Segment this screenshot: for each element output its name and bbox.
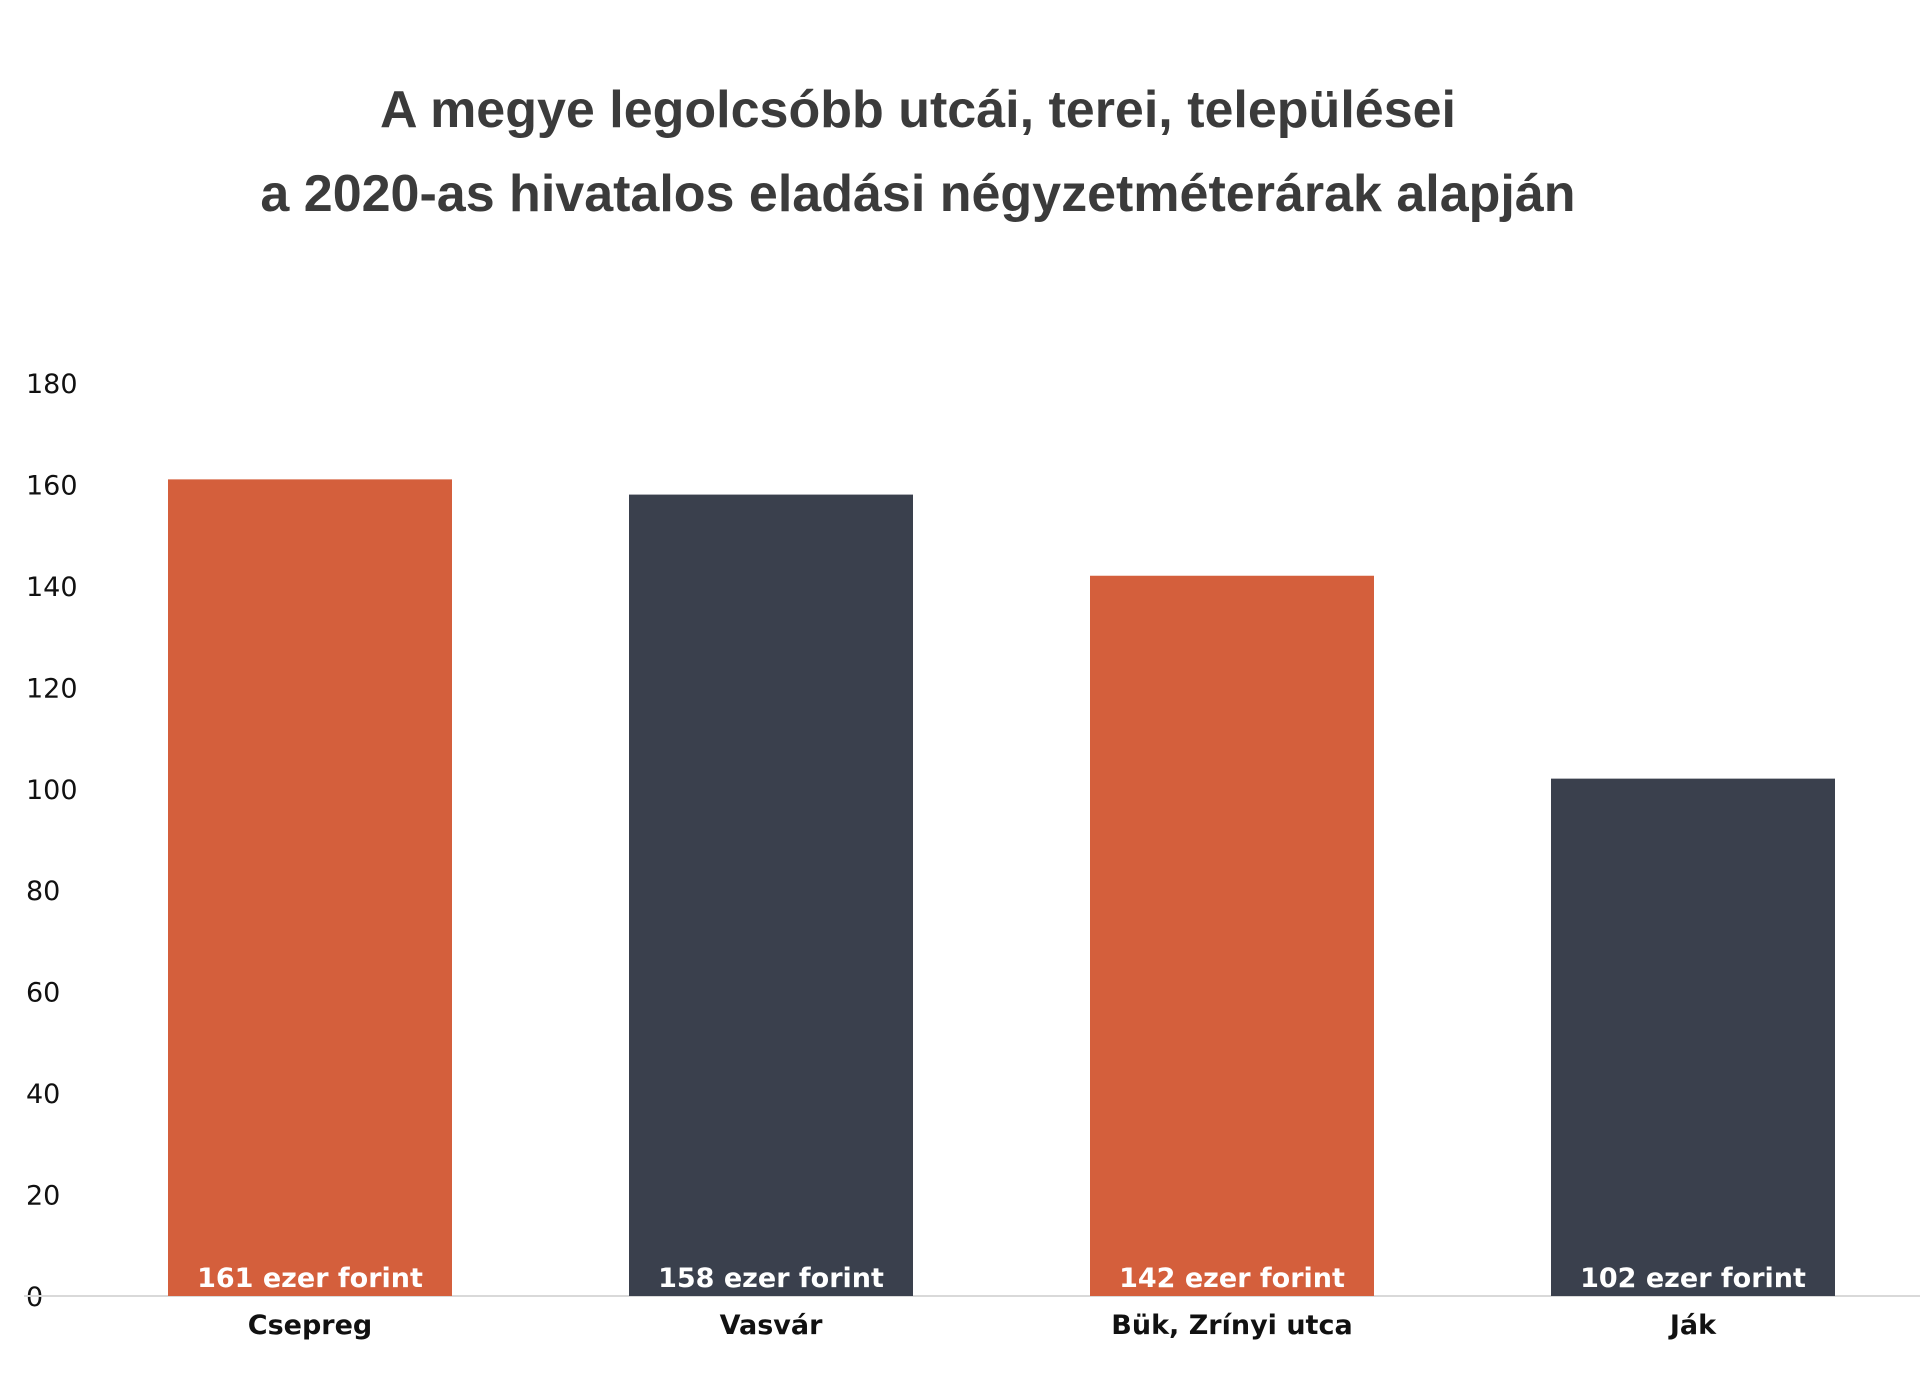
bar-1 (168, 479, 452, 1297)
chart-title-line-2: a 2020-as hivatalos eladási négyzetméter… (260, 165, 1576, 223)
chart-title: A megye legolcsóbb utcái, terei, települ… (0, 68, 1836, 236)
y-tick-label: 120 (26, 673, 78, 704)
category-label-4: Ják (1668, 1310, 1717, 1341)
y-tick-label: 180 (26, 369, 78, 400)
y-tick-label: 60 (26, 978, 60, 1009)
category-label-2: Vasvár (720, 1310, 824, 1341)
y-tick-label: 100 (26, 775, 78, 806)
y-tick-label: 140 (26, 572, 78, 603)
y-tick-label: 0 (26, 1282, 43, 1313)
y-tick-label: 20 (26, 1181, 60, 1212)
data-label-4: 102 ezer forint (1580, 1263, 1806, 1294)
data-label-1: 161 ezer forint (197, 1263, 423, 1294)
chart-title-line-1: A megye legolcsóbb utcái, terei, települ… (380, 81, 1456, 139)
bar-2 (629, 494, 913, 1297)
y-tick-label: 160 (26, 470, 78, 501)
data-label-3: 142 ezer forint (1119, 1263, 1345, 1294)
y-tick-label: 40 (26, 1079, 60, 1110)
bar-4 (1551, 778, 1835, 1296)
data-label-2: 158 ezer forint (658, 1263, 884, 1294)
bar-3 (1090, 575, 1374, 1296)
category-label-3: Bük, Zrínyi utca (1111, 1310, 1352, 1341)
y-tick-label: 80 (26, 876, 60, 907)
category-label-1: Csepreg (248, 1310, 372, 1341)
